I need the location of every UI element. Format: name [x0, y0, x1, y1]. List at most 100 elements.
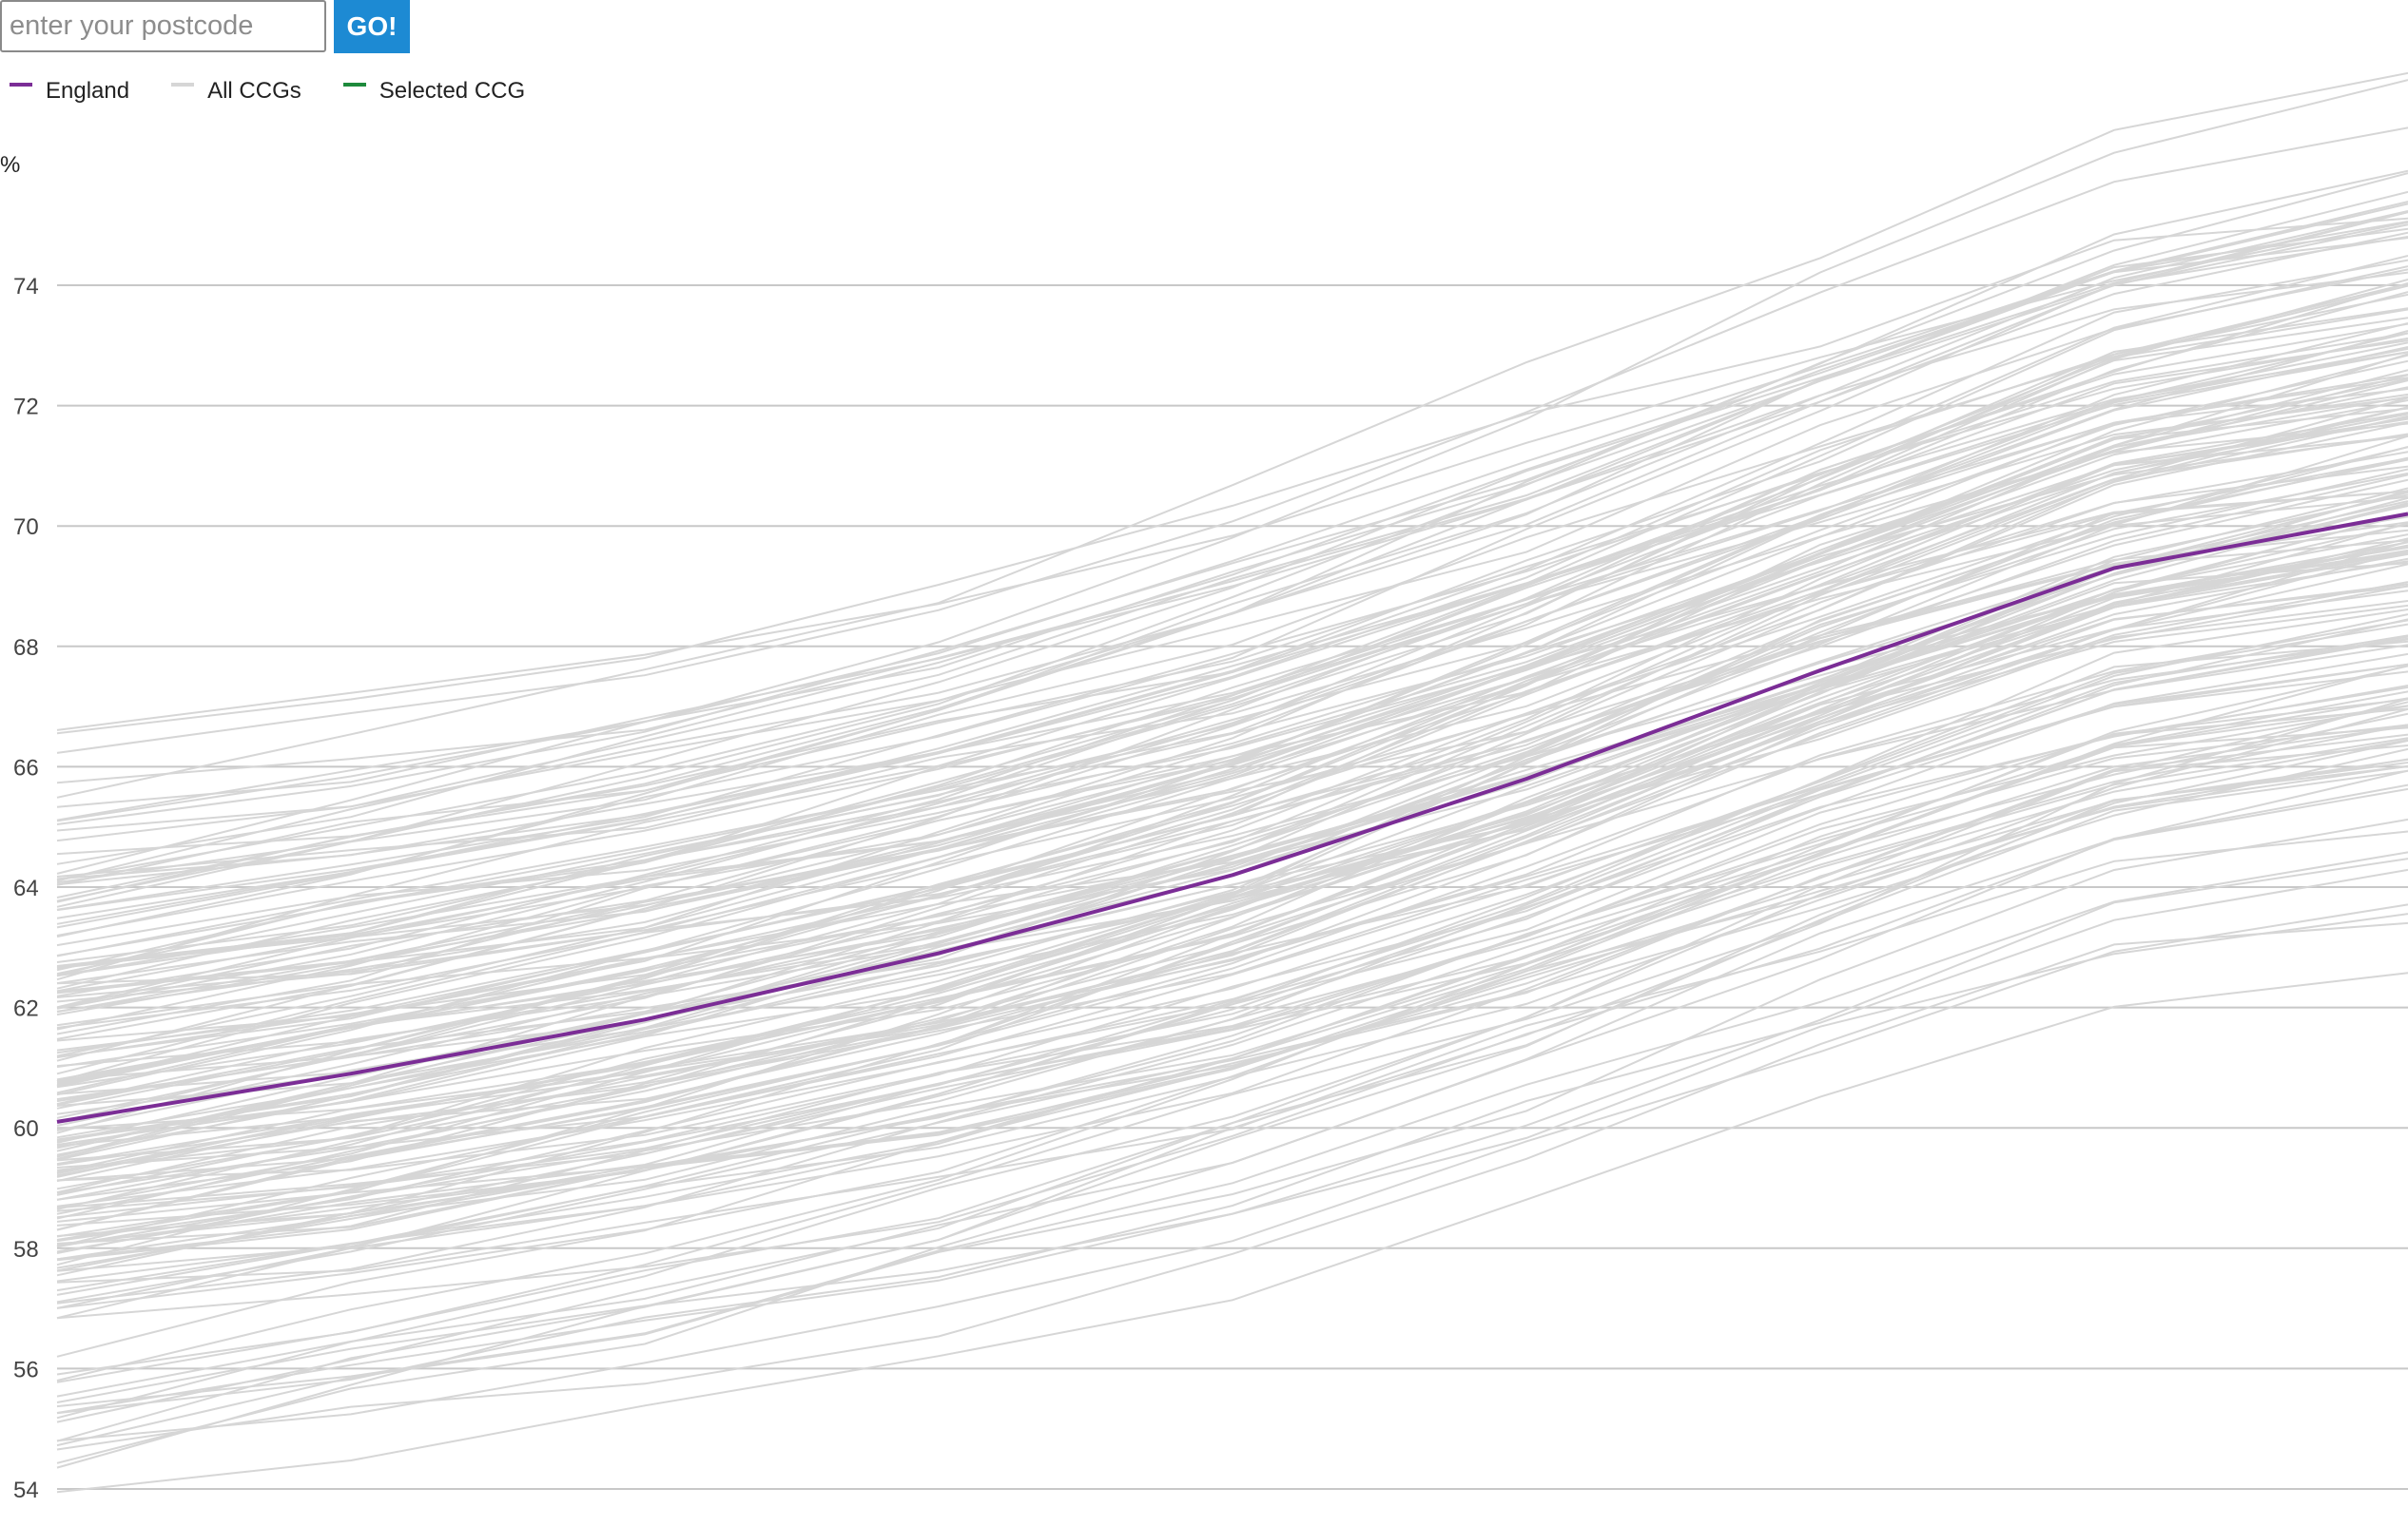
ccg-line: [56, 600, 2408, 1095]
legend-swatch-all-ccgs: [171, 83, 195, 87]
ccg-line: [56, 609, 2408, 1254]
y-tick-label: 64: [13, 876, 39, 901]
ccg-line: [56, 71, 2408, 799]
ccg-line: [56, 724, 2408, 1237]
ccg-line: [56, 490, 2408, 976]
ccg-line: [56, 618, 2408, 1309]
ccg-line: [56, 388, 2408, 880]
legend-label-all-ccgs: All CCGs: [207, 78, 301, 104]
ccg-line: [56, 512, 2408, 1194]
y-tick-label: 54: [13, 1478, 39, 1503]
ccg-line: [56, 271, 2408, 784]
ccg-line: [56, 557, 2408, 1196]
postcode-input[interactable]: [0, 0, 326, 52]
y-tick-label: 74: [13, 274, 39, 300]
ccg-line: [56, 221, 2408, 731]
ccg-line: [56, 739, 2408, 1261]
ccg-line: [56, 79, 2408, 822]
ccg-line: [56, 307, 2408, 1057]
ccg-line: [56, 697, 2408, 1320]
ccg-line: [56, 322, 2408, 972]
ccg-line: [56, 697, 2408, 1442]
ccg-line: [56, 422, 2408, 878]
legend-label-england: England: [46, 78, 130, 104]
ccg-line: [56, 858, 2408, 1403]
ccg-line: [56, 377, 2408, 1016]
ccg-line: [56, 284, 2408, 908]
ccg-line: [56, 698, 2408, 1262]
ccg-line: [56, 379, 2408, 967]
ccg-line: [56, 562, 2408, 1027]
ccg-line: [56, 818, 2408, 1447]
ccg-line: [56, 769, 2408, 1376]
ccg-line: [56, 585, 2408, 1115]
legend-swatch-selected-ccg: [342, 83, 366, 87]
postcode-search: GO!: [0, 0, 410, 53]
ccg-line: [56, 221, 2408, 882]
ccg-line: [56, 921, 2408, 1451]
ccg-line: [56, 787, 2408, 1320]
y-axis-unit-label: %: [0, 152, 21, 178]
y-tick-label: 58: [13, 1237, 39, 1263]
ccg-line: [56, 457, 2408, 1173]
legend-item-selected-ccg: Selected CCG: [342, 78, 526, 105]
ccg-line: [56, 552, 2408, 1220]
go-button[interactable]: GO!: [334, 0, 410, 53]
ccg-line: [56, 354, 2408, 1134]
ccg-line: [56, 446, 2408, 1059]
ccg-line: [56, 640, 2408, 1243]
ccg-line: [56, 758, 2408, 1245]
ccg-line: [56, 504, 2408, 1069]
ccg-line: [56, 201, 2408, 875]
y-tick-label: 56: [13, 1357, 39, 1382]
ccg-line: [56, 126, 2408, 754]
ccg-line: [56, 317, 2408, 963]
ccg-line: [56, 515, 2408, 998]
ccg-line: [56, 493, 2408, 1161]
ccg-line: [56, 551, 2408, 1106]
ccg-line: [56, 359, 2408, 1010]
england-line: [56, 512, 2408, 1124]
ccg-line: [56, 351, 2408, 919]
ccg-line: [56, 255, 2408, 981]
y-tick-label: 72: [13, 395, 39, 420]
y-tick-label: 68: [13, 635, 39, 661]
chart-legend: England All CCGs Selected CCG: [10, 78, 567, 105]
ccg-line: [56, 581, 2408, 1162]
legend-label-selected-ccg: Selected CCG: [379, 78, 526, 104]
ccg-line: [56, 533, 2408, 1248]
ccg-line: [56, 972, 2408, 1494]
ccg-line: [56, 707, 2408, 1212]
ccg-line: [56, 172, 2408, 884]
ccg-line: [56, 265, 2408, 925]
ccg-line: [56, 550, 2408, 1201]
ccg-line: [56, 369, 2408, 1089]
ccg-line: [56, 478, 2408, 1029]
ccg-line: [56, 237, 2408, 825]
ccg-line: [56, 211, 2408, 821]
y-tick-label: 62: [13, 996, 39, 1022]
ccg-line: [56, 421, 2408, 1119]
ccg-line: [56, 416, 2408, 1094]
ccg-line: [56, 747, 2408, 1272]
ccg-line: [56, 468, 2408, 1088]
ccg-line: [56, 210, 2408, 903]
legend-item-england: England: [10, 78, 129, 105]
ccg-line: [56, 549, 2408, 1183]
ccg-line: [56, 435, 2408, 993]
ccg-line: [56, 308, 2408, 886]
ccg-line: [56, 765, 2408, 1283]
ccg-line: [56, 652, 2408, 1248]
ccg-line: [56, 211, 2408, 902]
ccg-line: [56, 236, 2408, 929]
ccg-line: [56, 433, 2408, 970]
ccg-line: [56, 322, 2408, 1031]
ccg-line: [56, 769, 2408, 1398]
ccg-line: [56, 279, 2408, 990]
ccg-line: [56, 851, 2408, 1408]
y-tick-label: 70: [13, 514, 39, 540]
ccg-line: [56, 217, 2408, 735]
ccg-line: [56, 903, 2408, 1442]
